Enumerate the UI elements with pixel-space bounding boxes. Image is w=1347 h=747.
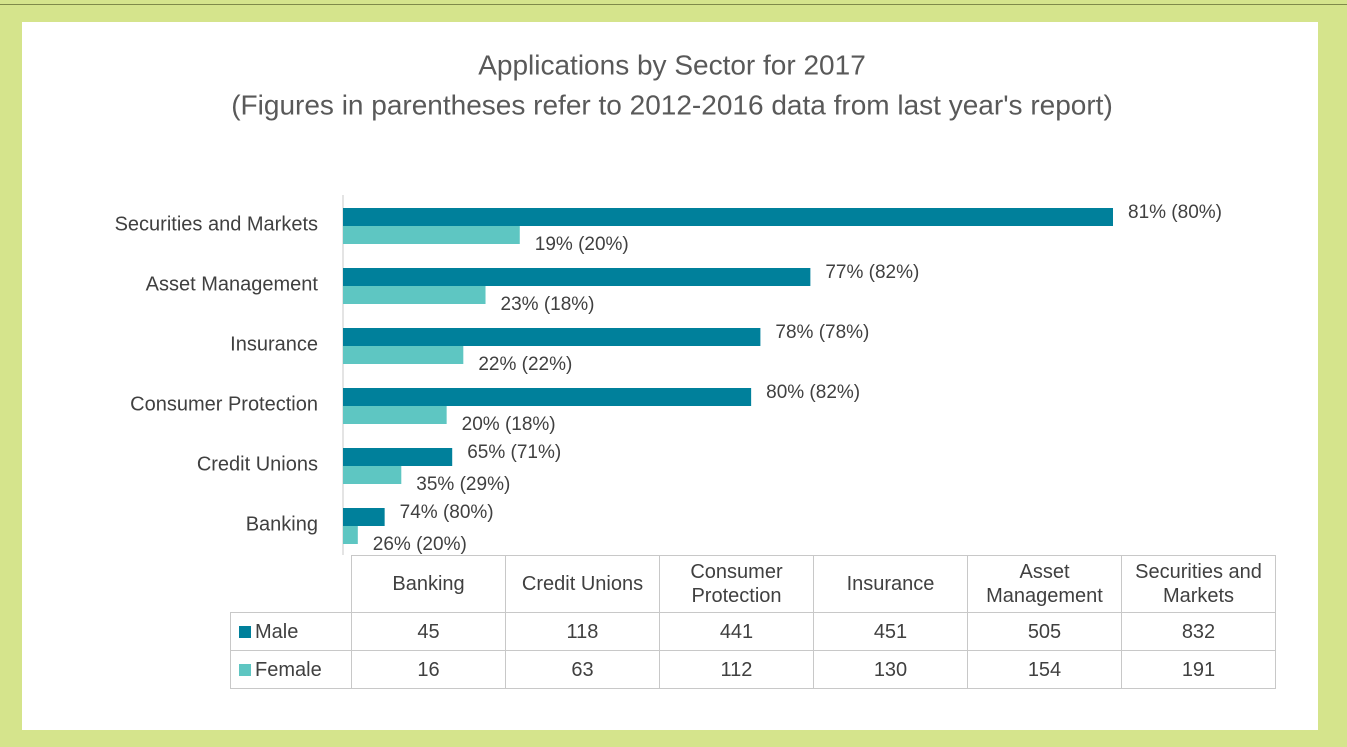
data-label: 80% (82%) (766, 382, 860, 403)
column-header: Credit Unions (505, 555, 660, 613)
bar (343, 448, 453, 466)
y-tick-label: Consumer Protection (130, 393, 318, 415)
table-cell: 832 (1121, 612, 1276, 651)
bar (343, 286, 486, 304)
y-tick-label: Securities and Markets (115, 213, 318, 235)
table-cell: 45 (351, 612, 506, 651)
y-tick-label: Credit Unions (197, 453, 318, 475)
data-label: 26% (20%) (373, 534, 467, 555)
y-tick-label: Insurance (230, 333, 318, 355)
data-table: Banking Credit Unions Consumer Protection I… (230, 555, 1276, 689)
chart-title: Applications by Sector for 2017 (478, 49, 866, 80)
table-cell: 112 (659, 650, 814, 689)
bar (343, 406, 447, 424)
table-cell: 191 (1121, 650, 1276, 689)
table-cell: 441 (659, 612, 814, 651)
bar (343, 466, 402, 484)
legend-entry: Male (230, 612, 352, 651)
data-label: 81% (80%) (1128, 202, 1222, 223)
table-header-row: Banking Credit Unions Consumer Protection I… (231, 555, 1276, 613)
bar (343, 346, 464, 364)
column-header: Insurance (813, 555, 968, 613)
y-tick-label: Asset Management (146, 273, 319, 295)
bar (343, 526, 358, 544)
column-header: Banking (351, 555, 506, 613)
bar (343, 208, 1113, 226)
data-label: 20% (18%) (462, 414, 556, 435)
bar (343, 388, 752, 406)
data-label: 22% (22%) (478, 354, 572, 375)
y-tick-label: Banking (246, 513, 318, 535)
top-rule (0, 4, 1347, 5)
legend-label: Male (255, 620, 299, 643)
legend-label: Female (255, 658, 322, 681)
data-label: 19% (20%) (535, 234, 629, 255)
legend-swatch (239, 663, 251, 676)
bar (343, 508, 385, 526)
bar (343, 226, 520, 244)
data-label: 77% (82%) (825, 262, 919, 283)
table-row: Female 16 63 112 130 154 191 (230, 650, 1276, 689)
blank-cell (231, 556, 352, 613)
table-cell: 505 (967, 612, 1122, 651)
data-label: 35% (29%) (416, 474, 510, 495)
table-cell: 154 (967, 650, 1122, 689)
bar (343, 268, 811, 286)
chart-subtitle: (Figures in parentheses refer to 2012-20… (231, 89, 1113, 120)
bar (343, 328, 761, 346)
table-cell: 63 (505, 650, 660, 689)
data-label: 78% (78%) (775, 322, 869, 343)
column-header: Securities and Markets (1121, 555, 1276, 613)
table-row: Male 45 118 441 451 505 832 (230, 612, 1276, 651)
table-cell: 130 (813, 650, 968, 689)
table-cell: 16 (351, 650, 506, 689)
legend-swatch (239, 625, 251, 638)
legend-entry: Female (230, 650, 352, 689)
table-cell: 451 (813, 612, 968, 651)
column-header: Consumer Protection (659, 555, 814, 613)
table-cell: 118 (505, 612, 660, 651)
column-header: Asset Management (967, 555, 1122, 613)
data-label: 65% (71%) (467, 442, 561, 463)
data-label: 23% (18%) (501, 294, 595, 315)
data-label: 74% (80%) (400, 502, 494, 523)
